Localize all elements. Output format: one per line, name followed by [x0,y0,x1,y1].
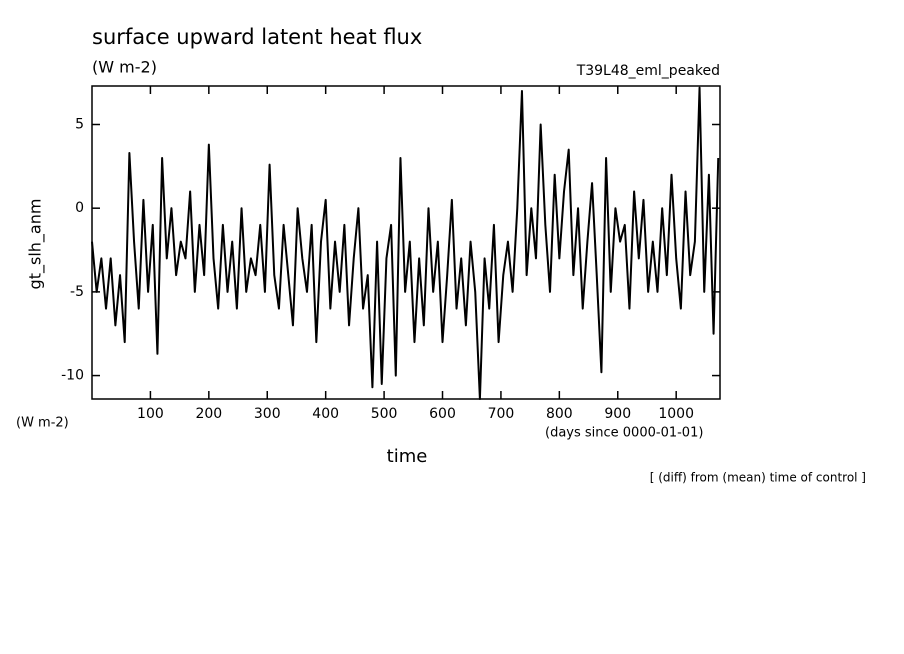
y-tick-label: 5 [75,116,84,132]
y-tick-label: -5 [70,284,84,300]
x-tick-label: 700 [488,406,515,422]
x-tick-label: 300 [254,406,281,422]
x-tick-label: 100 [137,406,164,422]
footnote: [ (diff) from (mean) time of control ] [650,471,866,485]
y-tick-label: 0 [75,200,84,216]
x-tick-label: 200 [195,406,222,422]
series-line [91,86,720,400]
run-label: T39L48_eml_peaked [576,63,720,79]
x-axis-label: time [387,446,428,467]
x-tick-label: 800 [546,406,573,422]
y-unit: (W m-2) [16,416,69,431]
x-tick-label: 600 [429,406,456,422]
chart-title: surface upward latent heat flux [92,25,422,49]
y-tick-label: -10 [61,368,84,384]
x-tick-label: 900 [604,406,631,422]
x-tick-label: 500 [371,406,398,422]
x-unit: (days since 0000-01-01) [545,426,703,441]
chart-subtitle: (W m-2) [92,58,157,77]
x-tick-label: 1000 [658,406,694,422]
x-tick-label: 400 [312,406,339,422]
y-axis-label: gt_slh_anm [26,199,46,290]
